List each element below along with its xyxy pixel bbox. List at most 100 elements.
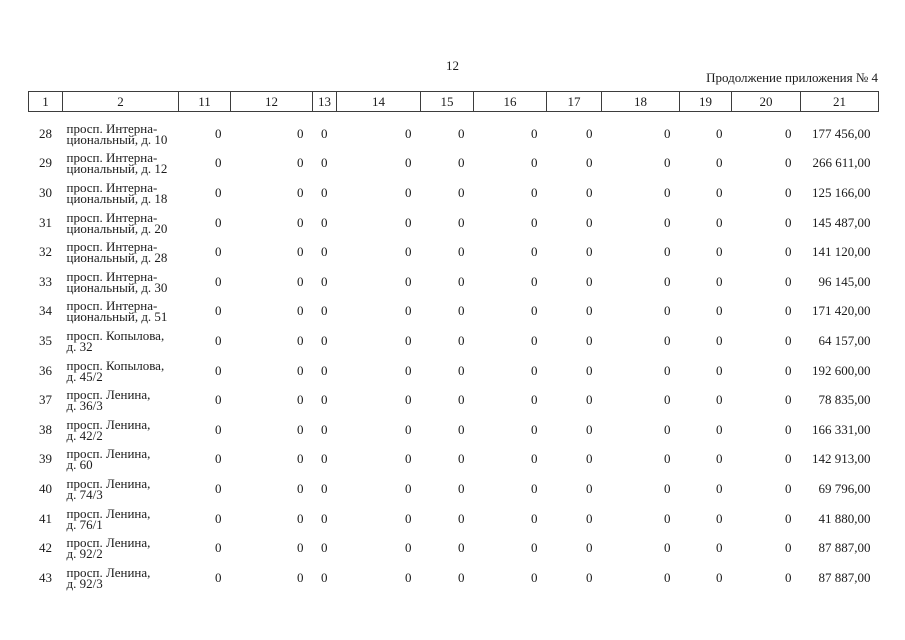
value-cell: 0: [215, 184, 222, 200]
total-cell: 64 157,00: [818, 332, 871, 348]
value-cell: 0: [785, 451, 792, 467]
table-header: 1 2 11 12 13 14 15 16 17 18 19 20 21: [28, 91, 879, 112]
value-cell: 0: [215, 392, 222, 408]
value-cell: 0: [586, 480, 593, 496]
row-number-cell: 39: [39, 451, 52, 467]
value-cell: 0: [321, 480, 328, 496]
table-header-row: 1 2 11 12 13 14 15 16 17 18 19 20 21: [28, 91, 879, 112]
value-cell: 0: [785, 569, 792, 585]
value-cell: 0: [531, 421, 538, 437]
value-cell: 0: [785, 510, 792, 526]
value-cell: 0: [321, 421, 328, 437]
value-cell: 0: [405, 362, 412, 378]
value-cell: 0: [531, 451, 538, 467]
address-cell: просп. Ленина, д. 36/3: [66, 387, 151, 414]
value-cell: 0: [586, 244, 593, 260]
value-cell: 0: [664, 125, 671, 141]
value-cell: 0: [664, 392, 671, 408]
column-header-14: 14: [336, 91, 421, 112]
value-cell: 0: [458, 510, 465, 526]
value-cell: 0: [586, 125, 593, 141]
value-cell: 0: [458, 303, 465, 319]
row-number-cell: 30: [39, 184, 52, 200]
row-number-cell: 40: [39, 480, 52, 496]
value-cell: 0: [716, 421, 723, 437]
value-cell: 0: [215, 155, 222, 171]
value-cell: 0: [321, 332, 328, 348]
value-cell: 0: [586, 214, 593, 230]
value-cell: 0: [586, 273, 593, 289]
value-cell: 0: [297, 303, 304, 319]
column-header-16: 16: [473, 91, 547, 112]
value-cell: 0: [664, 540, 671, 556]
value-cell: 0: [586, 510, 593, 526]
value-cell: 0: [321, 451, 328, 467]
value-cell: 0: [716, 273, 723, 289]
value-cell: 0: [716, 510, 723, 526]
value-cell: 0: [785, 155, 792, 171]
row-number-cell: 41: [39, 510, 52, 526]
table-row: 35 просп. Копылова, д. 32 0 0 0 0 0 0 0 0 0 0 64 157…: [29, 326, 879, 356]
address-cell: просп. Интерна- циональный, д. 51: [66, 298, 168, 325]
value-cell: 0: [716, 451, 723, 467]
value-cell: 0: [531, 155, 538, 171]
value-cell: 0: [215, 569, 222, 585]
value-cell: 0: [664, 480, 671, 496]
value-cell: 0: [405, 421, 412, 437]
column-header-15: 15: [420, 91, 474, 112]
value-cell: 0: [297, 451, 304, 467]
value-cell: 0: [215, 451, 222, 467]
value-cell: 0: [297, 392, 304, 408]
value-cell: 0: [405, 510, 412, 526]
row-number-cell: 35: [39, 332, 52, 348]
value-cell: 0: [405, 273, 412, 289]
value-cell: 0: [785, 392, 792, 408]
value-cell: 0: [405, 125, 412, 141]
value-cell: 0: [405, 540, 412, 556]
value-cell: 0: [664, 214, 671, 230]
value-cell: 0: [716, 362, 723, 378]
value-cell: 0: [531, 244, 538, 260]
value-cell: 0: [321, 125, 328, 141]
value-cell: 0: [531, 273, 538, 289]
row-number-cell: 31: [39, 214, 52, 230]
column-header-18: 18: [601, 91, 680, 112]
total-cell: 177 456,00: [812, 125, 871, 141]
table-row: 31 просп. Интерна- циональный, д. 20 0 0 0 0 0…: [29, 208, 879, 238]
value-cell: 0: [297, 125, 304, 141]
value-cell: 0: [785, 244, 792, 260]
value-cell: 0: [664, 421, 671, 437]
address-cell: просп. Ленина, д. 60: [66, 446, 151, 473]
value-cell: 0: [297, 480, 304, 496]
value-cell: 0: [297, 214, 304, 230]
address-cell: просп. Ленина, д. 92/3: [66, 564, 151, 591]
row-number-cell: 32: [39, 244, 52, 260]
table-row: 38 просп. Ленина, д. 42/2 0 0 0 0 0 0 0 0 0 0 166 33…: [29, 415, 879, 445]
table-row: 30 просп. Интерна- циональный, д. 18 0 0 0 0 0…: [29, 178, 879, 208]
value-cell: 0: [458, 244, 465, 260]
row-number-cell: 28: [39, 125, 52, 141]
address-cell: просп. Интерна- циональный, д. 12: [66, 150, 168, 177]
total-cell: 125 166,00: [812, 184, 871, 200]
spacer-cell: [29, 112, 879, 120]
value-cell: 0: [297, 362, 304, 378]
value-cell: 0: [785, 184, 792, 200]
value-cell: 0: [785, 362, 792, 378]
column-header-2: 2: [62, 91, 179, 112]
value-cell: 0: [664, 510, 671, 526]
spacer-row: [29, 112, 879, 120]
value-cell: 0: [586, 332, 593, 348]
value-cell: 0: [405, 214, 412, 230]
total-cell: 141 120,00: [812, 244, 871, 260]
total-cell: 87 887,00: [818, 540, 871, 556]
address-cell: просп. Ленина, д. 42/2: [66, 416, 151, 443]
address-cell: просп. Ленина, д. 74/3: [66, 475, 151, 502]
value-cell: 0: [405, 303, 412, 319]
appendix-continuation-label: Продолжение приложения № 4: [706, 70, 878, 85]
value-cell: 0: [716, 155, 723, 171]
value-cell: 0: [716, 480, 723, 496]
table-row: 29 просп. Интерна- циональный, д. 12 0 0 0 0 0…: [29, 149, 879, 179]
value-cell: 0: [531, 303, 538, 319]
value-cell: 0: [586, 421, 593, 437]
